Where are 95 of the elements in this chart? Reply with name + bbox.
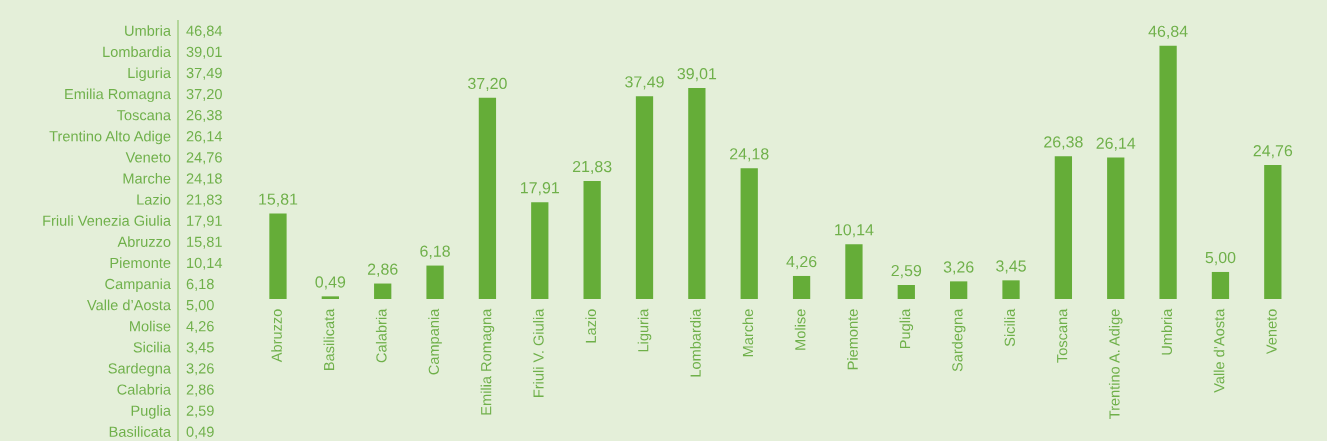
data-label: 15,81 (187, 236, 222, 249)
data-label: 24,76 (186, 152, 222, 165)
x-tick-label: Veneto (1266, 309, 1277, 355)
x-tick-label: Marche (742, 309, 754, 357)
x-tick-label: Trentino A. Adige (1108, 309, 1123, 419)
data-label: 2,86 (186, 384, 214, 397)
data-label: 46,84 (1148, 25, 1188, 39)
category-label: Toscana (117, 110, 171, 121)
bar (531, 202, 549, 299)
bar (740, 168, 758, 299)
bar (792, 275, 811, 299)
bar (1159, 45, 1177, 299)
data-label: 10,14 (187, 257, 223, 270)
data-label: 5,00 (1205, 251, 1236, 266)
bar (897, 284, 915, 299)
data-label: 2,86 (367, 263, 398, 277)
data-label: 4,26 (186, 321, 214, 334)
bar (321, 296, 339, 299)
data-label: 3,26 (186, 363, 214, 376)
data-label: 3,45 (996, 260, 1026, 274)
x-tick-label: Piemonte (847, 309, 858, 370)
x-tick-label: Emilia Romagna (480, 308, 495, 415)
data-label: 37,49 (625, 76, 664, 90)
bar (478, 97, 497, 299)
bar (269, 213, 287, 299)
category-label: Emilia Romagna (65, 88, 171, 103)
data-label: 37,49 (186, 67, 222, 80)
category-label: Piemonte (110, 257, 171, 269)
x-tick-label: Valle d’Aosta (1213, 308, 1225, 393)
data-label: 26,14 (186, 131, 223, 144)
x-tick-label: Friuli V. Giulia (532, 308, 544, 397)
data-label: 3,45 (186, 342, 214, 355)
category-label: Lombardia (103, 46, 172, 58)
bar (1211, 271, 1230, 299)
data-label: 24,18 (186, 173, 222, 186)
data-label: 37,20 (468, 77, 507, 91)
bar (1054, 156, 1073, 299)
data-label: 39,01 (186, 46, 222, 59)
x-tick-label: Umbria (1161, 308, 1173, 355)
data-label: 24,76 (1253, 145, 1293, 159)
data-label: 39,01 (677, 67, 717, 82)
data-label: 2,59 (891, 264, 922, 279)
x-tick-label: Calabria (375, 308, 387, 363)
bar (688, 88, 706, 299)
x-tick-label: Campania (428, 308, 442, 375)
x-tick-label: Puglia (899, 308, 914, 349)
bar (845, 244, 863, 299)
category-label: Marche (123, 172, 171, 184)
data-label: 26,38 (186, 110, 222, 123)
category-label: Valle d’Aosta (87, 299, 171, 311)
x-tick-label: Lombardia (690, 308, 701, 377)
category-label: Campania (105, 278, 171, 293)
data-label: 24,18 (730, 148, 769, 162)
bar (635, 96, 654, 299)
category-label: Liguria (128, 67, 171, 82)
bar (1264, 165, 1282, 299)
category-label: Abruzzo (117, 236, 171, 247)
bar (426, 265, 444, 299)
x-tick-label: Basilicata (323, 308, 335, 370)
x-tick-label: Abruzzo (271, 309, 282, 363)
bar (1002, 280, 1020, 299)
data-label: 6,18 (186, 278, 214, 291)
data-label: 21,83 (186, 194, 222, 207)
data-label: 3,26 (943, 261, 974, 275)
data-label: 2,59 (186, 405, 214, 418)
bar (950, 281, 968, 299)
data-label: 10,14 (835, 224, 874, 238)
data-label: 15,81 (259, 193, 298, 207)
data-label: 0,49 (186, 426, 214, 439)
data-label: 17,91 (521, 182, 559, 196)
data-label: 46,84 (186, 25, 223, 38)
category-label: Friuli Venezia Giulia (43, 215, 171, 226)
x-tick-label: Sardegna (951, 308, 966, 372)
data-label: 21,83 (572, 160, 612, 175)
x-tick-label: Molise (794, 309, 806, 350)
bar (374, 283, 392, 299)
bar (583, 180, 601, 299)
data-label: 17,91 (187, 215, 222, 228)
data-label: 26,14 (1096, 137, 1136, 151)
category-label: Trentino Alto Adige (49, 130, 171, 145)
category-label: Veneto (125, 152, 171, 163)
x-tick-label: Toscana (1057, 308, 1068, 363)
x-tick-label: Liguria (637, 308, 652, 352)
data-label: 26,38 (1044, 136, 1083, 150)
x-tick-label: Lazio (585, 309, 597, 343)
category-label: Basilicata (109, 426, 171, 437)
category-label: Umbria (125, 25, 171, 36)
data-label: 5,00 (186, 299, 214, 313)
bar (1107, 157, 1125, 299)
data-label: 0,49 (315, 276, 346, 290)
data-label: 6,18 (420, 245, 450, 259)
data-label: 4,26 (786, 255, 817, 270)
x-tick-label: Sicilia (1004, 308, 1015, 347)
data-label: 37,20 (186, 88, 222, 101)
category-label: Lazio (137, 194, 171, 205)
